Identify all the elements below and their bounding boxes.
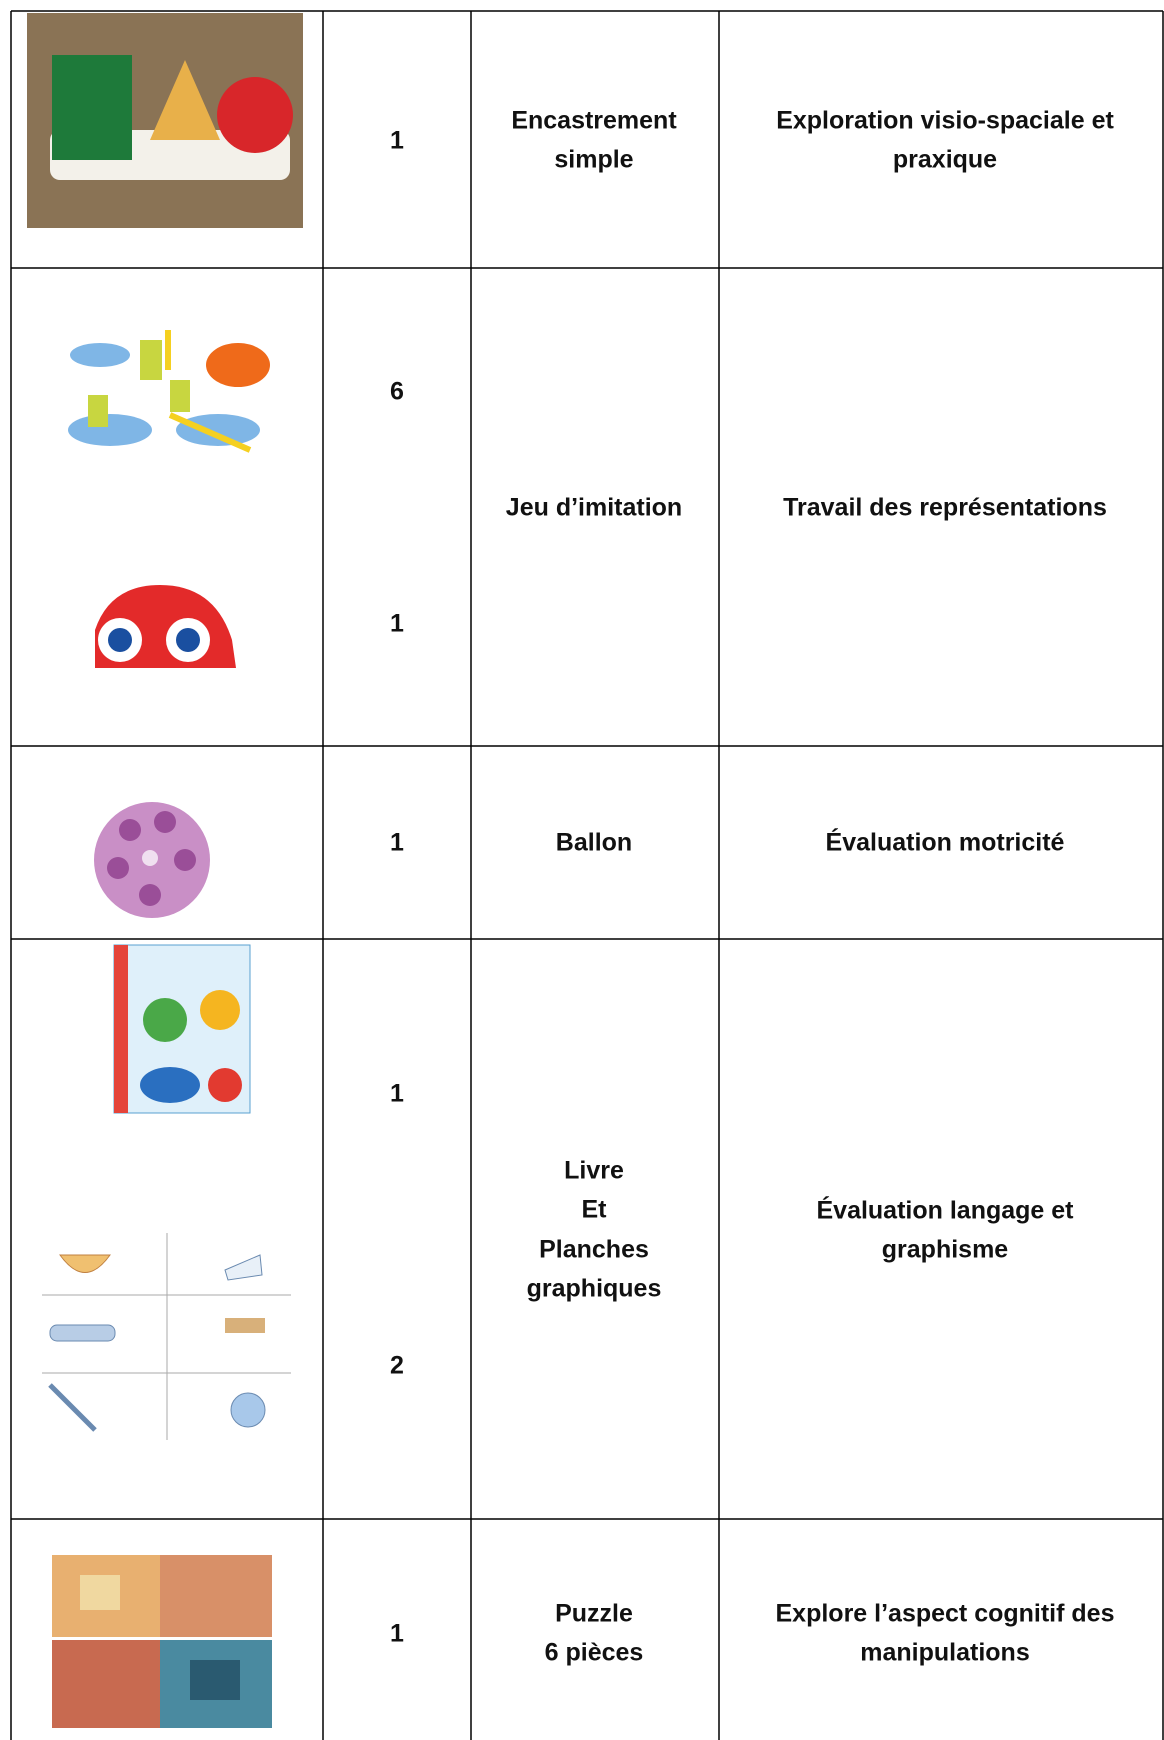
quantity: 6 bbox=[390, 378, 404, 406]
purpose: Travail des représentations bbox=[783, 494, 1107, 522]
item-name: graphiques bbox=[527, 1275, 662, 1303]
purpose: manipulations bbox=[860, 1639, 1029, 1667]
ball-image bbox=[94, 802, 210, 918]
shape-sorter-image bbox=[27, 13, 303, 228]
purpose: graphisme bbox=[882, 1236, 1009, 1264]
table-grid bbox=[10, 10, 1164, 1740]
quantity: 2 bbox=[390, 1352, 404, 1380]
purpose: Évaluation motricité bbox=[826, 828, 1065, 857]
item-name: simple bbox=[554, 146, 633, 174]
item-name: Jeu d’imitation bbox=[506, 494, 682, 522]
purpose: Évaluation langage et bbox=[816, 1196, 1074, 1225]
tableware-image bbox=[68, 330, 270, 453]
quantity: 1 bbox=[390, 1620, 404, 1648]
quantity: 1 bbox=[390, 1080, 404, 1108]
purpose: Explore l’aspect cognitif des bbox=[776, 1600, 1115, 1628]
quantity: 1 bbox=[390, 127, 404, 155]
item-name: Et bbox=[582, 1196, 608, 1224]
item-name: 6 pièces bbox=[545, 1639, 644, 1667]
puzzle-image bbox=[52, 1555, 272, 1728]
item-name: Encastrement bbox=[511, 107, 677, 135]
item-name: Livre bbox=[564, 1157, 624, 1185]
quantity: 1 bbox=[390, 610, 404, 638]
item-name: Ballon bbox=[556, 829, 632, 857]
toy-car-image bbox=[95, 585, 236, 668]
item-name: Planches bbox=[539, 1236, 649, 1264]
purpose: praxique bbox=[893, 146, 997, 174]
picture-boards-image bbox=[42, 1233, 291, 1440]
item-name: Puzzle bbox=[555, 1600, 633, 1628]
purpose: Exploration visio-spaciale et bbox=[776, 107, 1114, 135]
book-image bbox=[113, 944, 251, 1114]
quantity: 1 bbox=[390, 829, 404, 857]
